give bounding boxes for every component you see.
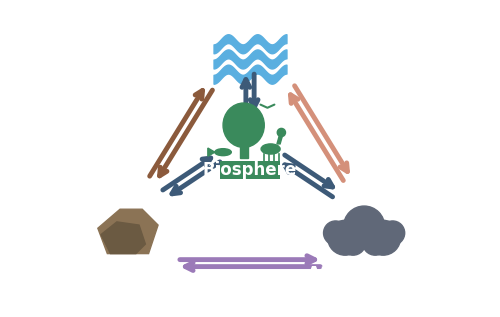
Circle shape <box>278 128 285 137</box>
Polygon shape <box>98 209 158 254</box>
Ellipse shape <box>261 144 280 154</box>
Circle shape <box>340 230 365 255</box>
Polygon shape <box>101 222 146 254</box>
Polygon shape <box>240 138 248 158</box>
Text: Geosphere: Geosphere <box>70 265 180 283</box>
FancyBboxPatch shape <box>220 161 280 179</box>
Text: Atmosphere: Atmosphere <box>308 265 430 283</box>
Text: Hydrosphere: Hydrosphere <box>185 12 315 29</box>
Circle shape <box>380 221 404 245</box>
Polygon shape <box>208 148 215 156</box>
Circle shape <box>328 220 362 255</box>
Ellipse shape <box>223 103 264 147</box>
Ellipse shape <box>215 149 232 156</box>
Circle shape <box>344 206 384 247</box>
Circle shape <box>366 220 400 255</box>
Circle shape <box>362 230 388 255</box>
Circle shape <box>324 221 347 245</box>
Polygon shape <box>277 135 282 144</box>
Text: Biosphere: Biosphere <box>203 161 297 179</box>
